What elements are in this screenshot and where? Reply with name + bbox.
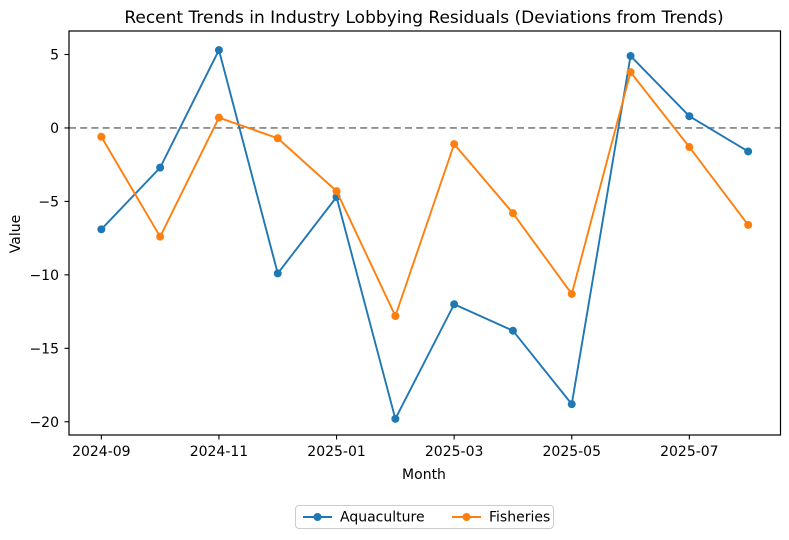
y-tick-label: −20 (29, 415, 59, 431)
legend-marker-fisheries (462, 513, 471, 521)
data-point-fisheries-2024-12 (273, 134, 282, 143)
data-point-aquaculture-2025-06 (626, 51, 635, 60)
data-point-fisheries-2024-11 (214, 113, 223, 122)
x-tick-label: 2025-03 (425, 444, 484, 460)
data-point-aquaculture-2024-09 (97, 225, 106, 234)
data-point-fisheries-2025-04 (508, 209, 517, 218)
legend-item-fisheries: Fisheries (452, 510, 550, 526)
data-point-aquaculture-2025-08 (744, 147, 753, 156)
data-point-fisheries-2024-09 (97, 132, 106, 141)
legend-box (295, 505, 554, 529)
series-line-aquaculture (100, 49, 750, 420)
data-point-aquaculture-2025-02 (391, 414, 400, 423)
data-point-aquaculture-2025-03 (450, 300, 459, 309)
y-tick-label: 5 (50, 48, 59, 64)
data-point-aquaculture-2025-07 (685, 112, 694, 121)
plot-border (68, 30, 782, 436)
x-tick-label: 2025-01 (307, 444, 366, 460)
data-point-fisheries-2024-10 (156, 232, 165, 241)
y-tick-label: −15 (29, 341, 59, 357)
legend-item-aquaculture: Aquaculture (303, 510, 425, 526)
data-point-fisheries-2025-02 (391, 312, 400, 321)
plot-area (69, 46, 781, 423)
series-line-fisheries (100, 71, 750, 317)
legend-marker-aquaculture (313, 513, 322, 521)
data-point-fisheries-2025-08 (744, 220, 753, 229)
x-tick-label: 2024-11 (190, 444, 249, 460)
data-point-aquaculture-2025-05 (567, 400, 576, 409)
legend-label-aquaculture: Aquaculture (340, 510, 425, 526)
data-point-fisheries-2025-06 (626, 68, 635, 77)
x-tick-label: 2025-05 (543, 444, 602, 460)
x-tick-label: 2024-09 (72, 444, 131, 460)
y-tick-label: −10 (29, 268, 59, 284)
legend-label-fisheries: Fisheries (489, 510, 550, 526)
legend: Aquaculture Fisheries (295, 505, 554, 529)
y-tick-label: 0 (50, 121, 59, 137)
data-point-aquaculture-2024-10 (156, 163, 165, 172)
data-point-aquaculture-2024-11 (214, 46, 223, 55)
x-tick-label: 2025-07 (660, 444, 719, 460)
data-point-fisheries-2025-01 (332, 187, 341, 196)
chart-title: Recent Trends in Industry Lobbying Resid… (124, 8, 723, 28)
y-axis-label: Value (8, 215, 24, 253)
data-point-fisheries-2025-03 (450, 140, 459, 149)
data-point-aquaculture-2025-04 (508, 326, 517, 335)
axes: 5 0 −5 −10 −15 −20 2024-09 2024-11 2025-01 2025-0… (29, 30, 782, 460)
data-point-fisheries-2025-05 (567, 289, 576, 298)
data-point-aquaculture-2024-12 (273, 269, 282, 278)
data-point-fisheries-2025-07 (685, 143, 694, 152)
y-tick-label: −5 (38, 194, 59, 210)
x-axis-label: Month (402, 467, 446, 483)
